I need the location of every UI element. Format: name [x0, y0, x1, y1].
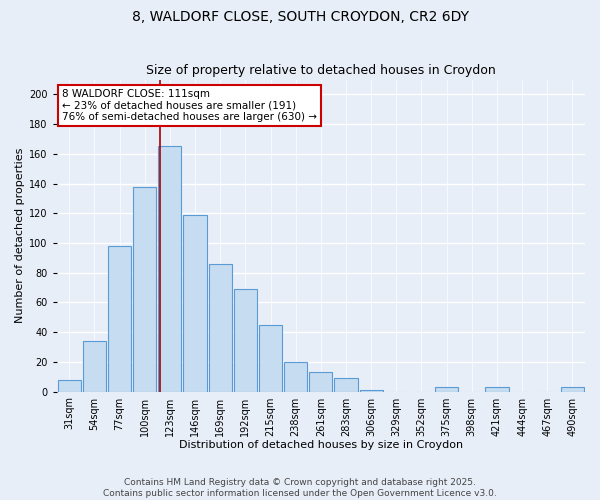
Bar: [259, 324, 282, 392]
Bar: [435, 387, 458, 392]
Text: Contains HM Land Registry data © Crown copyright and database right 2025.
Contai: Contains HM Land Registry data © Crown c…: [103, 478, 497, 498]
Bar: [133, 186, 157, 392]
Bar: [284, 362, 307, 392]
Bar: [209, 264, 232, 392]
X-axis label: Distribution of detached houses by size in Croydon: Distribution of detached houses by size …: [179, 440, 463, 450]
Y-axis label: Number of detached properties: Number of detached properties: [15, 148, 25, 324]
Text: 8, WALDORF CLOSE, SOUTH CROYDON, CR2 6DY: 8, WALDORF CLOSE, SOUTH CROYDON, CR2 6DY: [131, 10, 469, 24]
Bar: [108, 246, 131, 392]
Bar: [309, 372, 332, 392]
Bar: [359, 390, 383, 392]
Bar: [58, 380, 81, 392]
Title: Size of property relative to detached houses in Croydon: Size of property relative to detached ho…: [146, 64, 496, 77]
Bar: [83, 341, 106, 392]
Bar: [158, 146, 181, 392]
Bar: [184, 215, 206, 392]
Bar: [234, 289, 257, 392]
Bar: [334, 378, 358, 392]
Bar: [485, 387, 509, 392]
Text: 8 WALDORF CLOSE: 111sqm
← 23% of detached houses are smaller (191)
76% of semi-d: 8 WALDORF CLOSE: 111sqm ← 23% of detache…: [62, 89, 317, 122]
Bar: [561, 387, 584, 392]
